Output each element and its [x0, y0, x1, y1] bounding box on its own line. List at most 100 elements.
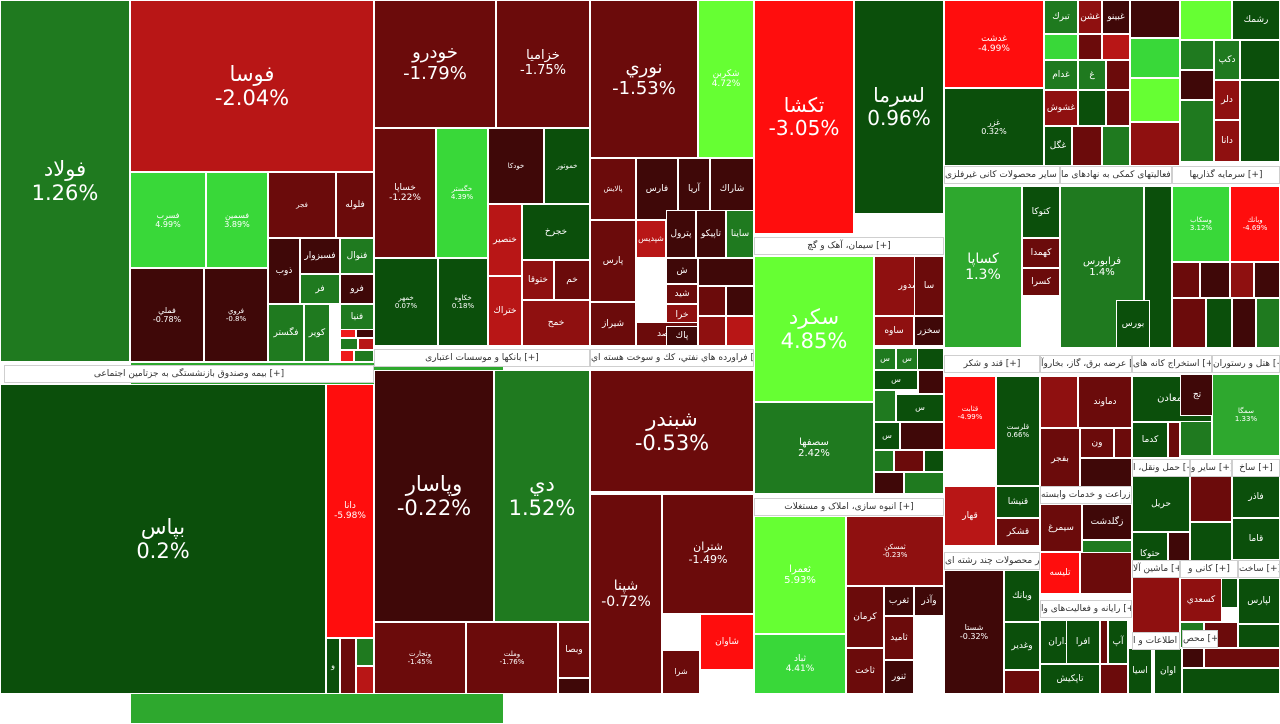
- treemap-cell-small[interactable]: [918, 370, 944, 394]
- treemap-cell-small[interactable]: [1078, 90, 1106, 126]
- stock-tile[interactable]: شکربن 4.72%: [698, 0, 754, 158]
- stock-tile[interactable]: فوسا -2.04%: [130, 0, 374, 172]
- stock-tile[interactable]: ختوقا: [522, 260, 554, 300]
- stock-tile[interactable]: ثغرب: [884, 586, 914, 616]
- treemap-cell-small[interactable]: [874, 450, 894, 472]
- stock-tile[interactable]: شبندر -0.53%: [590, 370, 754, 492]
- sector-header[interactable]: سایر و [+]: [1190, 459, 1232, 477]
- sector-header[interactable]: رایانه و فعالیت‌های وا [+]: [1040, 600, 1132, 618]
- treemap-cell-small[interactable]: [1102, 126, 1130, 166]
- stock-tile[interactable]: كسعدي: [1180, 578, 1222, 622]
- stock-tile[interactable]: تليسه: [1040, 552, 1080, 594]
- stock-tile[interactable]: شيراز: [590, 302, 636, 346]
- stock-tile[interactable]: شپدیس: [636, 220, 666, 258]
- stock-tile[interactable]: پترول: [666, 210, 696, 258]
- treemap-cell-small[interactable]: [558, 678, 590, 694]
- stock-tile[interactable]: غزر 0.32%: [944, 88, 1044, 166]
- treemap-cell-small[interactable]: [1180, 416, 1212, 456]
- treemap-cell-small[interactable]: [1130, 38, 1180, 78]
- stock-tile[interactable]: غ: [1078, 60, 1106, 90]
- stock-tile[interactable]: شاراك: [710, 158, 754, 220]
- treemap-cell-small[interactable]: [1100, 664, 1128, 694]
- treemap-cell-small[interactable]: [1180, 70, 1214, 100]
- stock-tile[interactable]: اوان: [1154, 648, 1182, 694]
- stock-tile[interactable]: رشمك: [1232, 0, 1280, 40]
- stock-tile[interactable]: شاوان: [700, 614, 754, 670]
- stock-tile[interactable]: خساپا -1.22%: [374, 128, 436, 258]
- sector-header[interactable]: فراورده هاي نفتي، كك و سوخت هسته اي [+]: [590, 349, 754, 367]
- treemap-cell-small[interactable]: [340, 338, 358, 350]
- treemap-cell-small[interactable]: [1168, 422, 1180, 458]
- sector-header[interactable]: ساخت [+]: [1238, 560, 1280, 578]
- stock-tile[interactable]: خودرو -1.79%: [374, 0, 496, 128]
- sector-header[interactable]: استخراج کانه های [+]: [1132, 355, 1212, 373]
- stock-tile[interactable]: فرو: [340, 274, 374, 304]
- stock-tile[interactable]: سيمرغ: [1040, 504, 1082, 552]
- treemap-cell-small[interactable]: [1044, 34, 1078, 60]
- sector-header[interactable]: سرمایه گذاریها [+]: [1172, 166, 1280, 184]
- treemap-cell-small[interactable]: [1072, 126, 1102, 166]
- stock-tile[interactable]: كسرا: [1022, 268, 1060, 296]
- treemap-cell-small[interactable]: [894, 450, 924, 472]
- treemap-cell-small[interactable]: [1130, 122, 1180, 166]
- stock-tile[interactable]: فر: [300, 274, 340, 304]
- treemap-cell-small[interactable]: [1200, 262, 1230, 298]
- stock-tile[interactable]: وتجارت -1.45%: [374, 622, 466, 694]
- stock-tile[interactable]: بفجر: [1040, 428, 1080, 490]
- treemap-cell-small[interactable]: [1254, 262, 1280, 298]
- stock-tile[interactable]: دکپ: [1214, 40, 1240, 80]
- treemap-cell-small[interactable]: [874, 472, 904, 494]
- stock-tile[interactable]: سخزر: [914, 316, 944, 346]
- stock-tile[interactable]: فاذر: [1232, 476, 1280, 518]
- stock-tile[interactable]: ش: [666, 258, 698, 284]
- sector-header[interactable]: بانکها و موسسات اعتباری [+]: [374, 349, 590, 367]
- stock-tile[interactable]: قهار: [944, 486, 996, 546]
- sector-header[interactable]: عرضه برق، گاز، بخاروآ [+]: [1040, 355, 1132, 373]
- stock-tile[interactable]: خم: [554, 260, 590, 300]
- stock-tile[interactable]: س: [874, 370, 918, 390]
- treemap-cell-small[interactable]: [1238, 624, 1280, 648]
- stock-tile[interactable]: س: [874, 348, 896, 370]
- stock-tile[interactable]: ختراك: [488, 276, 522, 346]
- stock-tile[interactable]: وسکاب 3.12%: [1172, 186, 1230, 262]
- treemap-cell-small[interactable]: [1100, 620, 1108, 664]
- sector-header[interactable]: هتل و رستوران [+]: [1212, 355, 1280, 373]
- stock-tile[interactable]: كدما: [1132, 422, 1168, 458]
- sector-header[interactable]: قند و شکر [+]: [944, 355, 1040, 373]
- stock-tile[interactable]: خمح: [522, 300, 590, 346]
- sector-header[interactable]: ساخ [+]: [1232, 459, 1280, 477]
- stock-tile[interactable]: س: [896, 348, 918, 370]
- treemap-cell-small[interactable]: [354, 350, 374, 362]
- treemap-cell-small[interactable]: [356, 638, 374, 666]
- stock-tile[interactable]: كتوكا: [1022, 186, 1060, 238]
- stock-tile[interactable]: فنيا: [340, 304, 374, 330]
- treemap-cell-small[interactable]: [1130, 0, 1180, 38]
- stock-tile[interactable]: خمهر 0.07%: [374, 258, 438, 346]
- treemap-cell-small[interactable]: [1240, 40, 1280, 80]
- stock-tile[interactable]: سکرد 4.85%: [754, 256, 874, 402]
- stock-tile[interactable]: غدشت -4.99%: [944, 0, 1044, 88]
- treemap-cell-small[interactable]: [1182, 668, 1280, 694]
- stock-tile[interactable]: دي 1.52%: [494, 370, 590, 622]
- stock-tile[interactable]: وبانك -4.69%: [1230, 186, 1280, 262]
- stock-tile[interactable]: و: [326, 638, 340, 694]
- stock-tile[interactable]: قشكر: [996, 518, 1040, 546]
- stock-tile[interactable]: ثباد 4.41%: [754, 634, 846, 694]
- stock-tile[interactable]: افرا: [1066, 620, 1100, 664]
- treemap-cell-small[interactable]: [1040, 376, 1078, 428]
- treemap-cell-small[interactable]: [1172, 298, 1206, 348]
- treemap-cell-small[interactable]: [1180, 0, 1232, 40]
- stock-tile[interactable]: فارس: [636, 158, 678, 220]
- treemap-cell-small[interactable]: [924, 450, 944, 472]
- stock-tile[interactable]: خگستر 4.39%: [436, 128, 488, 258]
- stock-tile[interactable]: اسيا: [1128, 648, 1152, 694]
- stock-tile[interactable]: دانا: [1214, 120, 1240, 162]
- stock-tile[interactable]: قثابت -4.99%: [944, 376, 996, 450]
- stock-tile[interactable]: وپاسار -0.22%: [374, 370, 494, 622]
- stock-tile[interactable]: كهمدا: [1022, 238, 1060, 268]
- stock-tile[interactable]: خجرخ: [522, 204, 590, 260]
- sector-header[interactable]: فعالیتهای کمکی به نهادهای ما [+]: [1060, 166, 1172, 184]
- stock-tile[interactable]: خزامیا -1.75%: [496, 0, 590, 128]
- treemap-cell-small[interactable]: [1172, 262, 1200, 298]
- treemap-cell-small[interactable]: [356, 666, 374, 694]
